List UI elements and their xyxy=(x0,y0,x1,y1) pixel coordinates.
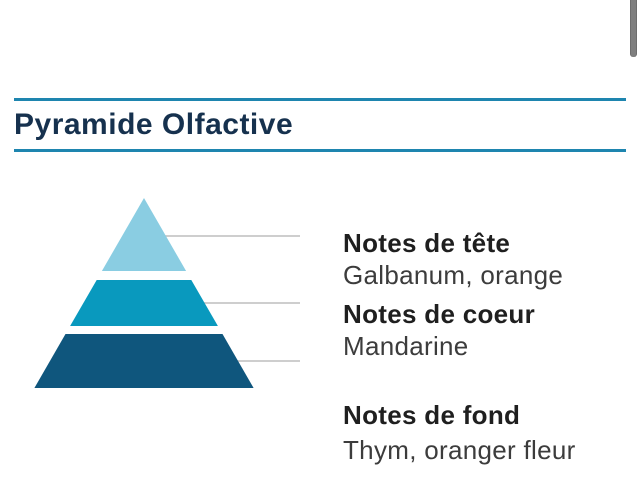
heart-notes-label: Notes de coeur xyxy=(343,299,536,329)
top-notes-composition: Galbanum, orange xyxy=(343,260,564,290)
title-divider-top xyxy=(14,98,626,101)
title-divider-bottom xyxy=(14,149,626,152)
pyramid-level-top-notes xyxy=(101,198,187,271)
pyramid-level-base-notes xyxy=(34,334,254,388)
base-notes-label: Notes de fond xyxy=(343,400,521,430)
section-title: Pyramide Olfactive xyxy=(14,108,294,141)
pyramid-level-heart-notes xyxy=(70,280,218,326)
scrollbar-thumb[interactable] xyxy=(630,0,637,57)
heart-notes-composition: Mandarine xyxy=(343,331,469,361)
top-notes-label: Notes de tête xyxy=(343,228,511,258)
base-notes-composition: Thym, oranger fleur xyxy=(343,435,576,465)
